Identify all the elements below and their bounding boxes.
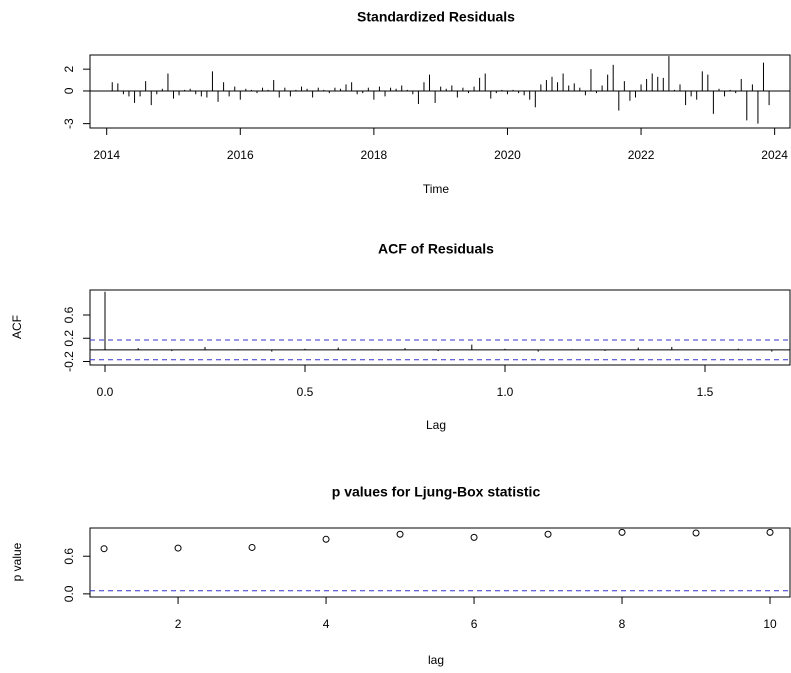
y-tick-label: 0	[62, 87, 76, 94]
x-tick-label: 2022	[628, 148, 655, 162]
x-tick-label: 10	[763, 617, 777, 631]
point	[248, 543, 256, 551]
point	[322, 535, 330, 543]
point	[174, 544, 182, 552]
y-axis-label: ACF	[10, 315, 24, 339]
x-tick-label: 8	[619, 617, 626, 631]
plot-box	[89, 54, 791, 129]
x-tick-label: 2014	[93, 148, 120, 162]
plot-box	[89, 527, 791, 598]
point	[470, 533, 478, 541]
chart-title: p values for Ljung-Box statistic	[332, 484, 541, 500]
x-axis-label: lag	[428, 653, 444, 667]
y-tick-label: -0.2	[62, 351, 76, 372]
x-axis-label: Lag	[426, 418, 446, 432]
point	[692, 529, 700, 537]
y-tick-label: 0.6	[62, 306, 76, 323]
y-tick-label: 2	[62, 66, 76, 73]
x-tick-label: 1.5	[697, 385, 714, 399]
x-tick-label: 1.0	[497, 385, 514, 399]
point	[396, 530, 404, 538]
y-tick-label: 0.6	[62, 548, 76, 565]
point	[100, 545, 108, 553]
x-tick-label: 4	[323, 617, 330, 631]
x-tick-label: 0.5	[297, 385, 314, 399]
x-tick-label: 2016	[227, 148, 254, 162]
chart-title: Standardized Residuals	[357, 9, 515, 25]
x-tick-label: 2020	[494, 148, 521, 162]
x-tick-label: 6	[471, 617, 478, 631]
x-tick-label: 2024	[761, 148, 788, 162]
chart-title: ACF of Residuals	[378, 241, 494, 257]
y-axis-label: p value	[10, 542, 24, 581]
y-tick-label: -3	[62, 118, 76, 129]
point	[544, 530, 552, 538]
y-tick-label: 0.0	[62, 585, 76, 602]
x-tick-label: 2018	[361, 148, 388, 162]
x-axis-label: Time	[423, 182, 450, 196]
x-tick-label: 0.0	[97, 385, 114, 399]
point	[618, 528, 626, 536]
plot-box	[89, 289, 791, 366]
x-tick-label: 2	[175, 617, 182, 631]
point	[766, 528, 774, 536]
y-tick-label: 0.2	[62, 330, 76, 347]
